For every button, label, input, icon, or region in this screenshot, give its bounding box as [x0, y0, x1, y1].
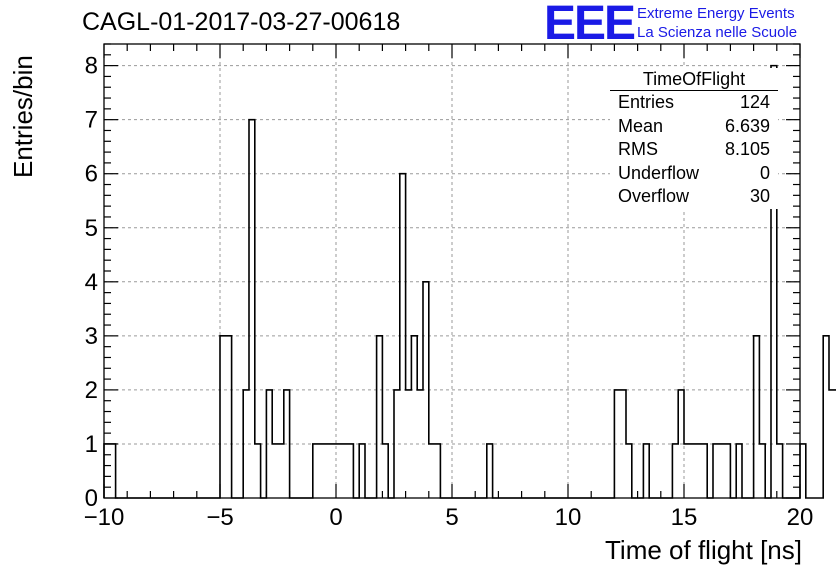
histogram-bin [701, 444, 707, 498]
histogram-bin [406, 390, 412, 498]
stats-value: 0 [759, 162, 770, 183]
stats-row: RMS 8.105 [610, 138, 778, 162]
histogram-bin [394, 390, 400, 498]
x-tick-label: 20 [787, 504, 814, 531]
histogram-bin [220, 336, 226, 498]
stats-title: TimeOfFlight [610, 68, 778, 91]
histogram-bin [690, 444, 696, 498]
histogram-bin [626, 444, 632, 498]
stats-value: 6.639 [724, 115, 770, 136]
stats-value: 124 [739, 92, 770, 112]
histogram-bin [255, 444, 261, 498]
histogram-bin [278, 444, 284, 498]
eee-line-1: Extreme Energy Events [637, 5, 795, 22]
histogram-bin [684, 444, 690, 498]
histogram-bin [359, 444, 365, 498]
histogram-bin [620, 390, 626, 498]
x-axis-label: Time of flight [ns] [605, 535, 802, 565]
x-tick-label: 0 [329, 504, 342, 531]
stats-row: Mean 6.639 [610, 115, 778, 139]
histogram-bin [411, 336, 417, 498]
stats-row: Entries 124 [610, 91, 778, 115]
histogram-bin [249, 120, 255, 498]
x-tick-label: −5 [206, 504, 233, 531]
histogram-bin [284, 390, 290, 498]
histogram-bin [643, 444, 649, 498]
stats-key: Underflow [618, 162, 700, 183]
stats-key: RMS [618, 139, 658, 159]
histogram-bin [348, 444, 354, 498]
histogram-bin [678, 390, 684, 498]
y-tick-label: 6 [85, 161, 98, 188]
histogram-bin [696, 444, 702, 498]
histogram-bin [272, 444, 278, 498]
histogram-bin [754, 336, 760, 498]
histogram-bin [719, 444, 725, 498]
x-tick-label: 10 [555, 504, 582, 531]
stats-box: TimeOfFlight Entries 124 Mean 6.639 RMS 8.1… [610, 68, 778, 209]
y-tick-label: 1 [85, 431, 98, 458]
histogram-bin [400, 174, 406, 498]
histogram-bin [429, 444, 435, 498]
eee-logo: EEE [544, 0, 636, 50]
histogram-bin [104, 444, 110, 498]
histogram-bin [487, 444, 493, 498]
x-tick-label: 5 [445, 504, 458, 531]
stats-key: Mean [618, 115, 664, 136]
stats-key: Entries [618, 92, 675, 112]
histogram-bin [417, 390, 423, 498]
y-tick-label: 7 [85, 107, 98, 134]
x-tick-label: −10 [84, 504, 125, 531]
histogram-bin [435, 444, 441, 498]
histogram-bin [342, 444, 348, 498]
histogram-bin [243, 390, 249, 498]
histogram-bin [823, 336, 829, 498]
stats-value: 30 [749, 186, 770, 206]
stats-value: 8.105 [724, 139, 770, 159]
histogram-bin [800, 444, 806, 498]
histogram-bin [672, 444, 678, 498]
y-tick-label: 0 [85, 485, 98, 512]
histogram-bin [725, 444, 731, 498]
y-tick-label: 8 [85, 53, 98, 80]
histogram-bin [614, 390, 620, 498]
y-tick-label: 4 [85, 269, 98, 296]
histogram-bin [324, 444, 330, 498]
x-tick-label: 15 [671, 504, 698, 531]
histogram-bin [319, 444, 325, 498]
histogram-bin [313, 444, 319, 498]
eee-logo-text: Extreme Energy Events La Scienza nelle S… [637, 4, 797, 42]
axes: −10 −5 0 5 10 15 20 0 1 2 3 4 5 6 7 8 [84, 43, 814, 531]
histogram-bin [736, 444, 742, 498]
y-tick-label: 2 [85, 377, 98, 404]
y-axis-label: Entries/bin [8, 55, 38, 178]
histogram-bin [377, 336, 383, 498]
eee-line-2: La Scienza nelle Scuole [637, 24, 798, 41]
run-title: CAGL-01-2017-03-27-00618 [82, 8, 401, 36]
histogram-bin [330, 444, 336, 498]
histogram-bin [713, 444, 719, 498]
histogram-bin [759, 444, 765, 498]
stats-key: Overflow [618, 186, 690, 206]
histogram-bin [226, 336, 232, 498]
histogram-bin [110, 444, 116, 498]
histogram-bin [777, 444, 783, 498]
y-tick-label: 5 [85, 215, 98, 242]
stats-row: Overflow 30 [610, 185, 778, 209]
histogram-bin [382, 444, 388, 498]
histogram-bin [423, 282, 429, 498]
histogram-bin [829, 390, 835, 498]
stats-row: Underflow 0 [610, 162, 778, 186]
histogram-bin [336, 444, 342, 498]
y-tick-label: 3 [85, 323, 98, 350]
histogram-bin [266, 390, 272, 498]
